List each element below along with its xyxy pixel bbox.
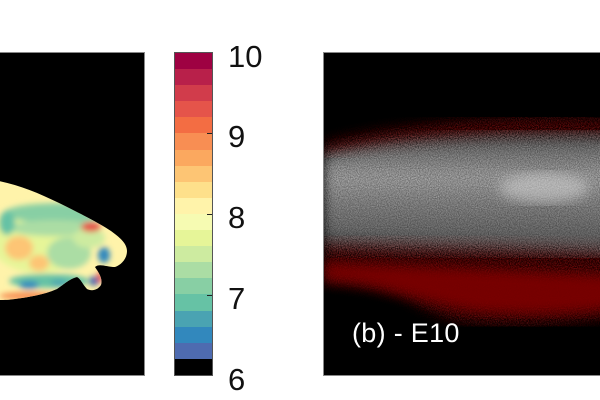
colorbar-band [175,326,212,343]
colorbar-tick-9 [207,133,212,134]
colorbar [174,52,213,376]
colorbar-band [175,181,212,198]
colorbar-band [175,85,212,102]
colorbar-label-6: 6 [228,362,246,397]
colorbar-band [175,230,212,247]
colorbar-band [175,246,212,263]
colorbar-band [175,53,212,70]
colorbar-band [175,197,212,214]
colorbar-label-10: 10 [228,39,263,74]
colorbar-band [175,149,212,166]
colorbar-band [175,101,212,118]
panel-b-texture [324,117,600,327]
panel-b-image: (b) - E10 [323,52,600,376]
colorbar-band [175,294,212,311]
colorbar-tick-8 [207,214,212,215]
colorbar-tick-7 [207,295,212,296]
colorbar-band [175,117,212,134]
colorbar-band [175,278,212,295]
colorbar-label-9: 9 [228,119,246,154]
panel-a-blob [0,181,127,300]
colorbar-label-8: 8 [228,200,246,235]
colorbar-band [175,262,212,279]
colorbar-label-7: 7 [228,281,246,316]
colorbar-band [175,310,212,327]
panel-a-heatmap [0,52,145,376]
colorbar-band [175,69,212,86]
colorbar-band [175,213,212,231]
colorbar-band [175,358,212,375]
colorbar-band [175,133,212,150]
colorbar-band [175,342,212,359]
panel-b-label: (b) - E10 [352,318,460,348]
colorbar-band [175,165,212,182]
